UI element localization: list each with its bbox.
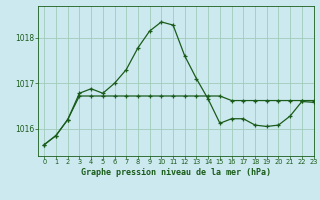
X-axis label: Graphe pression niveau de la mer (hPa): Graphe pression niveau de la mer (hPa) bbox=[81, 168, 271, 177]
